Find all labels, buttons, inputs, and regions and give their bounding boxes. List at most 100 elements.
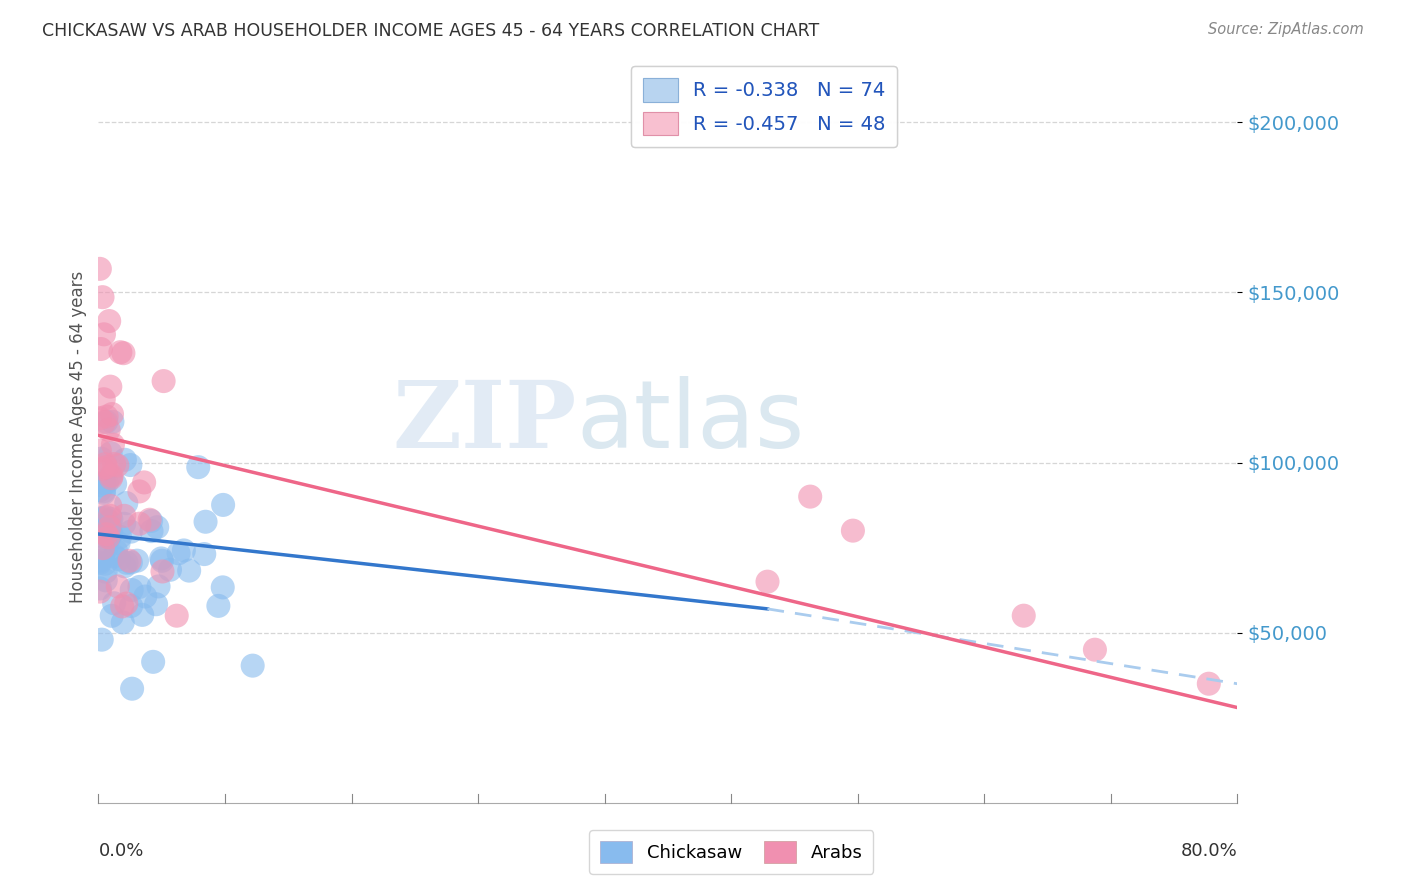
Point <box>90 554 112 568</box>
Point <box>94 557 117 571</box>
Point <box>211 580 233 594</box>
Point <box>91 541 114 555</box>
Point <box>128 484 150 499</box>
Point <box>187 460 209 475</box>
Point <box>107 579 129 593</box>
Point <box>1084 642 1107 657</box>
Point <box>107 536 129 550</box>
Point <box>94 565 117 579</box>
Point <box>120 556 142 570</box>
Point <box>112 508 135 523</box>
Point <box>134 475 156 490</box>
Point <box>108 552 131 566</box>
Point <box>94 574 117 588</box>
Point <box>94 509 117 524</box>
Point <box>194 515 217 529</box>
Text: 80.0%: 80.0% <box>1181 842 1237 860</box>
Point <box>93 476 115 491</box>
Point <box>103 457 125 471</box>
Point <box>120 524 142 539</box>
Point <box>93 511 115 525</box>
Point <box>150 554 173 568</box>
Point <box>93 392 115 407</box>
Point <box>105 458 128 473</box>
Point <box>104 549 127 563</box>
Point <box>89 443 111 458</box>
Point <box>110 345 132 359</box>
Point <box>142 655 165 669</box>
Point <box>146 520 169 534</box>
Point <box>111 615 134 630</box>
Y-axis label: Householder Income Ages 45 - 64 years: Householder Income Ages 45 - 64 years <box>69 271 87 603</box>
Point <box>100 471 122 485</box>
Point <box>100 512 122 526</box>
Point <box>138 513 160 527</box>
Point <box>96 475 118 490</box>
Point <box>128 516 150 531</box>
Point <box>97 423 120 437</box>
Text: Source: ZipAtlas.com: Source: ZipAtlas.com <box>1208 22 1364 37</box>
Point <box>101 437 124 451</box>
Point <box>121 681 143 696</box>
Point <box>89 584 111 599</box>
Point <box>94 457 117 471</box>
Point <box>89 582 111 596</box>
Point <box>90 451 112 466</box>
Point <box>118 554 141 568</box>
Point <box>148 579 170 593</box>
Point <box>120 599 142 613</box>
Point <box>90 478 112 492</box>
Point <box>89 556 111 570</box>
Point <box>145 597 167 611</box>
Point <box>98 379 121 393</box>
Point <box>842 524 865 538</box>
Point <box>98 469 121 483</box>
Point <box>98 499 121 513</box>
Point <box>100 526 122 541</box>
Point <box>108 530 131 544</box>
Point <box>173 543 195 558</box>
Point <box>89 411 111 425</box>
Point <box>125 554 148 568</box>
Point <box>93 327 115 342</box>
Point <box>98 508 121 523</box>
Point <box>212 498 235 512</box>
Point <box>101 407 124 421</box>
Point <box>96 541 118 556</box>
Point <box>98 531 121 545</box>
Point <box>799 490 821 504</box>
Point <box>89 511 111 525</box>
Point <box>152 374 174 388</box>
Point <box>114 559 136 574</box>
Point <box>112 516 135 531</box>
Point <box>91 462 114 476</box>
Point <box>89 524 111 539</box>
Point <box>96 527 118 541</box>
Point <box>179 564 201 578</box>
Point <box>97 530 120 544</box>
Point <box>242 658 264 673</box>
Point <box>98 314 121 328</box>
Point <box>91 290 114 304</box>
Point <box>93 484 115 499</box>
Point <box>112 346 135 360</box>
Point <box>1012 608 1035 623</box>
Point <box>114 452 136 467</box>
Point <box>96 415 118 429</box>
Point <box>100 526 122 541</box>
Point <box>121 582 143 597</box>
Point <box>193 547 215 561</box>
Point <box>91 475 114 490</box>
Point <box>166 608 188 623</box>
Point <box>100 446 122 460</box>
Point <box>104 543 127 558</box>
Point <box>131 607 153 622</box>
Point <box>128 580 150 594</box>
Point <box>96 409 118 424</box>
Text: CHICKASAW VS ARAB HOUSEHOLDER INCOME AGES 45 - 64 YEARS CORRELATION CHART: CHICKASAW VS ARAB HOUSEHOLDER INCOME AGE… <box>42 22 820 40</box>
Text: atlas: atlas <box>576 376 806 468</box>
Point <box>91 549 114 564</box>
Legend: Chickasaw, Arabs: Chickasaw, Arabs <box>589 830 873 874</box>
Point <box>150 551 173 566</box>
Point <box>98 515 121 529</box>
